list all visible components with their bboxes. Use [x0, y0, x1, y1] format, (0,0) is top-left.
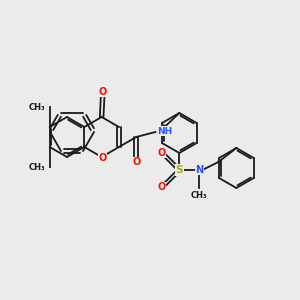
Text: CH₃: CH₃ [29, 103, 46, 112]
Text: O: O [98, 153, 107, 163]
Text: O: O [157, 182, 166, 192]
Text: CH₃: CH₃ [29, 163, 46, 172]
Text: S: S [176, 165, 183, 175]
Text: O: O [132, 157, 140, 167]
Text: CH₃: CH₃ [191, 190, 208, 200]
Text: NH: NH [157, 127, 172, 136]
Text: O: O [157, 148, 166, 158]
Text: O: O [98, 87, 107, 97]
Text: N: N [195, 165, 203, 175]
